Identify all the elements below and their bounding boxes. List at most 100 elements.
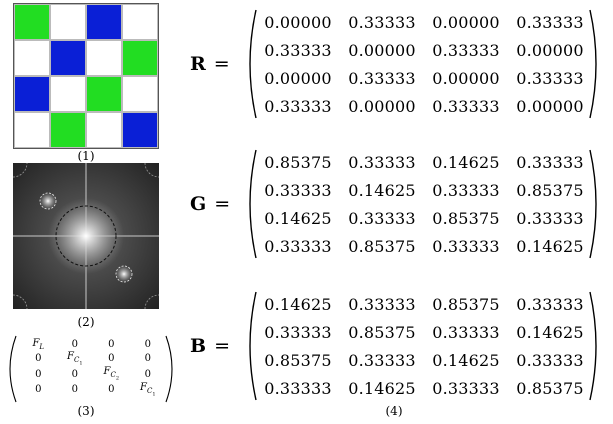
equals-sign: = xyxy=(214,193,231,215)
filter-matrix-cell: 0 xyxy=(35,383,42,395)
matrix-cell: 0.85375 xyxy=(264,152,332,172)
filter-matrix-cell: 0 xyxy=(108,353,115,365)
matrix-cell: 0.14625 xyxy=(432,152,500,172)
matrix-cell: 0.85375 xyxy=(432,294,500,314)
matrix-cell: 0.33333 xyxy=(432,180,500,200)
grid-cell-blue xyxy=(50,40,86,76)
matrix-cell: 0.33333 xyxy=(348,68,416,88)
filter-matrix-cell: FC2 xyxy=(103,366,120,382)
matrix-cell: 0.00000 xyxy=(264,68,332,88)
matrix-cell: 0.33333 xyxy=(348,152,416,172)
color-pattern-grid xyxy=(13,3,159,149)
fourier-spectrum-image xyxy=(13,163,159,309)
filter-matrix: FL 0 0 0 0 FC1 0 0 0 0 FC2 0 0 0 0 FC1 xyxy=(2,334,173,404)
filter-matrix-cell: 0 xyxy=(144,339,151,350)
central-dashed-circle xyxy=(55,205,117,267)
grid-cell-green xyxy=(86,76,122,112)
right-parenthesis xyxy=(589,149,597,259)
matrix-cell: 0.14625 xyxy=(516,322,584,342)
filter-matrix-cell: 0 xyxy=(35,353,42,365)
matrix-name: R xyxy=(190,53,206,75)
matrix-cell: 0.33333 xyxy=(348,12,416,32)
grid-cell-white xyxy=(122,76,158,112)
matrix-grid: 0.00000 0.33333 0.00000 0.33333 0.33333 0.000… xyxy=(256,8,592,120)
matrix-cell: 0.14625 xyxy=(264,208,332,228)
matrix-cell: 0.00000 xyxy=(516,96,584,116)
matrix-cell: 0.33333 xyxy=(432,96,500,116)
filter-matrix-cell: FL xyxy=(32,338,45,351)
grid-cell-green xyxy=(122,40,158,76)
grid-cell-white xyxy=(14,40,50,76)
equals-sign: = xyxy=(213,53,230,75)
grid-cell-white xyxy=(86,40,122,76)
caption-3: (3) xyxy=(77,404,95,418)
matrix-name: G xyxy=(190,193,207,215)
matrix-cell: 0.85375 xyxy=(264,350,332,370)
matrix-label: B = xyxy=(190,290,250,402)
matrix-label: G = xyxy=(190,148,250,260)
matrix-cell: 0.33333 xyxy=(516,350,584,370)
matrix-cell: 0.33333 xyxy=(264,236,332,256)
filter-matrix-cell: 0 xyxy=(144,353,151,365)
matrix-cell: 0.85375 xyxy=(432,208,500,228)
matrix-cell: 0.00000 xyxy=(516,40,584,60)
matrix-cell: 0.33333 xyxy=(516,12,584,32)
matrix-cell: 0.14625 xyxy=(516,236,584,256)
matrix-label: R = xyxy=(190,8,250,120)
filter-matrix-cell: 0 xyxy=(108,383,115,395)
matrix-cell: 0.33333 xyxy=(516,294,584,314)
grid-cell-white xyxy=(86,112,122,148)
matrix-cell: 0.33333 xyxy=(432,236,500,256)
matrix-name: B xyxy=(190,335,207,357)
matrix-cell: 0.33333 xyxy=(348,350,416,370)
caption-4: (4) xyxy=(385,404,403,418)
filter-matrix-cell: FC1 xyxy=(67,351,83,367)
matrix-cell: 0.33333 xyxy=(348,294,416,314)
matrix-cell: 0.85375 xyxy=(516,378,584,398)
matrix-cell: 0.33333 xyxy=(264,40,332,60)
filter-matrix-cell: 0 xyxy=(71,383,78,395)
matrix-cell: 0.33333 xyxy=(348,208,416,228)
filter-matrix-cell: FC1 xyxy=(140,381,156,398)
grid-cell-green xyxy=(14,4,50,40)
grid-cell-green xyxy=(50,112,86,148)
grid-cell-white xyxy=(14,112,50,148)
matrix-g: G = 0.85375 0.33333 0.14625 0.33333 0.33333 0.1… xyxy=(190,148,600,260)
peak-dashed-circle-upper xyxy=(39,192,57,210)
matrix-cell: 0.14625 xyxy=(348,180,416,200)
filter-matrix-cell: 0 xyxy=(144,368,151,380)
matrix-cell: 0.00000 xyxy=(348,96,416,116)
matrix-cell: 0.85375 xyxy=(348,236,416,256)
grid-cell-blue xyxy=(86,4,122,40)
matrix-cell: 0.33333 xyxy=(264,378,332,398)
matrix-cell: 0.33333 xyxy=(516,68,584,88)
filter-matrix-cell: 0 xyxy=(71,339,78,350)
caption-2: (2) xyxy=(77,315,95,329)
matrix-cell: 0.33333 xyxy=(264,322,332,342)
grid-cell-blue xyxy=(14,76,50,112)
matrix-cell: 0.33333 xyxy=(264,96,332,116)
matrix-cell: 0.33333 xyxy=(516,152,584,172)
left-parenthesis xyxy=(249,9,257,119)
matrix-cell: 0.33333 xyxy=(264,180,332,200)
filter-matrix-cell: 0 xyxy=(35,368,42,380)
matrix-cell: 0.00000 xyxy=(348,40,416,60)
right-parenthesis xyxy=(589,291,597,401)
right-parenthesis xyxy=(165,335,173,403)
matrix-r: R = 0.00000 0.33333 0.00000 0.33333 0.33333 0.0… xyxy=(190,8,600,120)
matrix-cell: 0.85375 xyxy=(516,180,584,200)
grid-cell-white xyxy=(122,4,158,40)
right-parenthesis xyxy=(589,9,597,119)
matrix-grid: 0.14625 0.33333 0.85375 0.33333 0.33333 0.853… xyxy=(256,290,592,402)
grid-cell-white xyxy=(50,76,86,112)
left-parenthesis xyxy=(249,291,257,401)
equals-sign: = xyxy=(214,335,230,357)
peak-dashed-circle-lower xyxy=(115,265,133,283)
matrix-cell: 0.00000 xyxy=(432,68,500,88)
filter-matrix-cell: 0 xyxy=(108,339,115,350)
matrix-cell: 0.14625 xyxy=(432,350,500,370)
matrix-b: B = 0.14625 0.33333 0.85375 0.33333 0.33333 0.8… xyxy=(190,290,600,402)
matrix-cell: 0.33333 xyxy=(432,378,500,398)
grid-cell-blue xyxy=(122,112,158,148)
matrix-grid: 0.85375 0.33333 0.14625 0.33333 0.33333 0.146… xyxy=(256,148,592,260)
